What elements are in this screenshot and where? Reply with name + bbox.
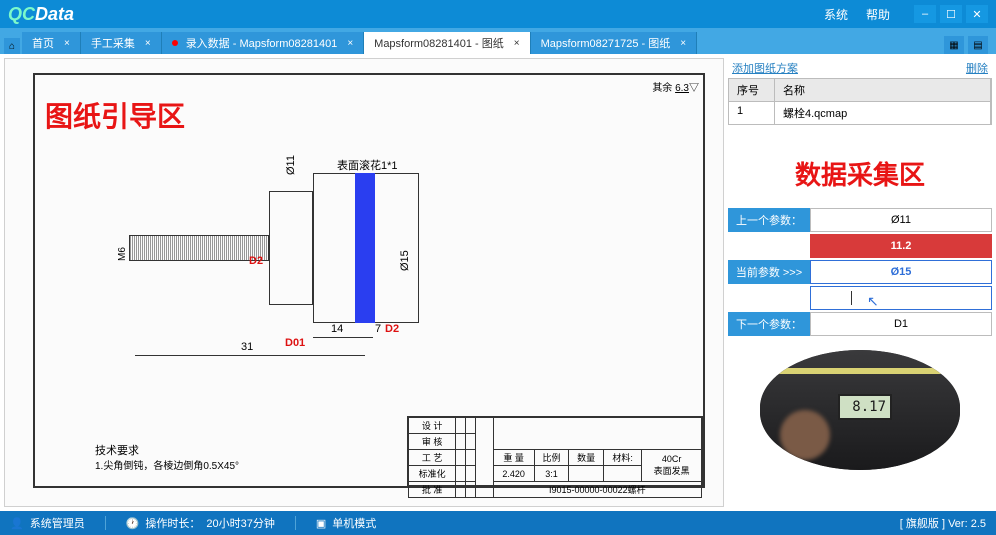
app-logo: QCData	[8, 4, 74, 25]
dim-line-14	[313, 337, 373, 338]
dim-surface-note: 表面滚花1*1	[337, 157, 398, 173]
tab-close-icon[interactable]: ×	[680, 38, 686, 49]
status-time-label: 操作时长：	[145, 515, 200, 531]
tab-close-icon[interactable]: ×	[514, 38, 520, 49]
titlebar: QCData 系统 帮助 – ☐ ✕	[0, 0, 996, 28]
caliper-reading: 8.17	[838, 394, 892, 420]
tabbar: ⌂ 首页×手工采集×录入数据 - Mapsform08281401×Mapsfo…	[0, 28, 996, 54]
dim-7: 7	[375, 323, 381, 335]
tab-close-icon[interactable]: ×	[347, 38, 353, 49]
cursor-arrow-icon: ↖	[867, 293, 879, 310]
status-version: [ 旗舰版 ] Ver: 2.5	[900, 515, 986, 531]
curr-param-value: Ø15	[810, 260, 992, 284]
layout-button-2[interactable]: ▤	[968, 36, 988, 54]
clock-icon: 🕐	[126, 517, 140, 530]
curr-param-label[interactable]: 当前参数 >>>	[728, 260, 810, 284]
curr-param-input[interactable]: ↖	[810, 286, 992, 310]
tab-close-icon[interactable]: ×	[145, 38, 151, 49]
part-shaft	[129, 235, 269, 261]
prev-param-value: Ø11	[810, 208, 992, 232]
delete-scheme-link[interactable]: 删除	[966, 60, 988, 76]
tech-req-title: 技术要求	[95, 442, 139, 458]
side-panel: 添加图纸方案 删除 序号 名称 1 螺栓4.qcmap 数据采集区 上一个参数：…	[728, 58, 992, 507]
drawing-corner-note: 其余 6.3▽	[652, 79, 699, 94]
tab-4[interactable]: Mapsform08271725 - 图纸×	[531, 32, 697, 54]
layout-button-1[interactable]: ▦	[944, 36, 964, 54]
part-step1	[269, 191, 313, 305]
dim-phi15: Ø15	[399, 250, 411, 271]
dim-line-31	[135, 355, 365, 356]
col-no: 序号	[729, 79, 775, 101]
tab-2[interactable]: 录入数据 - Mapsform08281401×	[162, 32, 364, 54]
data-area-title: 数据采集区	[728, 155, 992, 192]
dim-d2: D2	[385, 323, 399, 335]
home-icon[interactable]: ⌂	[4, 38, 20, 54]
add-scheme-link[interactable]: 添加图纸方案	[732, 60, 798, 76]
dim-d01: D01	[285, 337, 305, 349]
dim-14: 14	[331, 323, 343, 335]
maximize-button[interactable]: ☐	[940, 5, 962, 23]
title-block: 设 计 审 核 工 艺重 量比例数量材料:40Cr表面发黑 标准化2.4203:…	[407, 416, 703, 486]
next-param-label: 下一个参数：	[728, 312, 810, 336]
minimize-button[interactable]: –	[914, 5, 936, 23]
statusbar: 👤 系统管理员 🕐 操作时长： 20小时37分钟 ▣ 单机模式 [ 旗舰版 ] Ver:…	[0, 511, 996, 535]
dim-phi11: Ø11	[285, 155, 297, 175]
user-icon: 👤	[10, 517, 24, 530]
scheme-row[interactable]: 1 螺栓4.qcmap	[728, 102, 992, 125]
tab-3[interactable]: Mapsform08281401 - 图纸×	[364, 32, 530, 54]
dim-d2-side: D2	[249, 255, 263, 267]
tab-close-icon[interactable]: ×	[64, 38, 70, 49]
col-name: 名称	[775, 79, 991, 101]
close-button[interactable]: ✕	[966, 5, 988, 23]
prev-param-label: 上一个参数：	[728, 208, 810, 232]
dim-31: 31	[241, 341, 253, 353]
menu-system[interactable]: 系统	[824, 6, 848, 23]
dim-m6: M6	[117, 247, 128, 261]
mode-icon: ▣	[316, 517, 326, 530]
status-user: 系统管理员	[30, 515, 85, 531]
scheme-grid-header: 序号 名称	[728, 78, 992, 102]
prev-param-measured: 11.2	[810, 234, 992, 258]
status-mode: 单机模式	[332, 515, 376, 531]
drawing-panel: 其余 6.3▽ 技术要求 1.尖角倒钝，各棱边倒角0.5X45° 设 计 审 核…	[4, 58, 724, 507]
caliper-image: 8.17	[760, 350, 960, 470]
tab-0[interactable]: 首页×	[22, 32, 81, 54]
status-time: 20小时37分钟	[206, 515, 274, 531]
next-param-value: D1	[810, 312, 992, 336]
part-highlight	[355, 173, 375, 323]
tab-1[interactable]: 手工采集×	[81, 32, 162, 54]
drawing-overlay-label: 图纸引导区	[45, 95, 185, 135]
tech-req-note: 1.尖角倒钝，各棱边倒角0.5X45°	[95, 457, 239, 472]
menu-help[interactable]: 帮助	[866, 6, 890, 23]
